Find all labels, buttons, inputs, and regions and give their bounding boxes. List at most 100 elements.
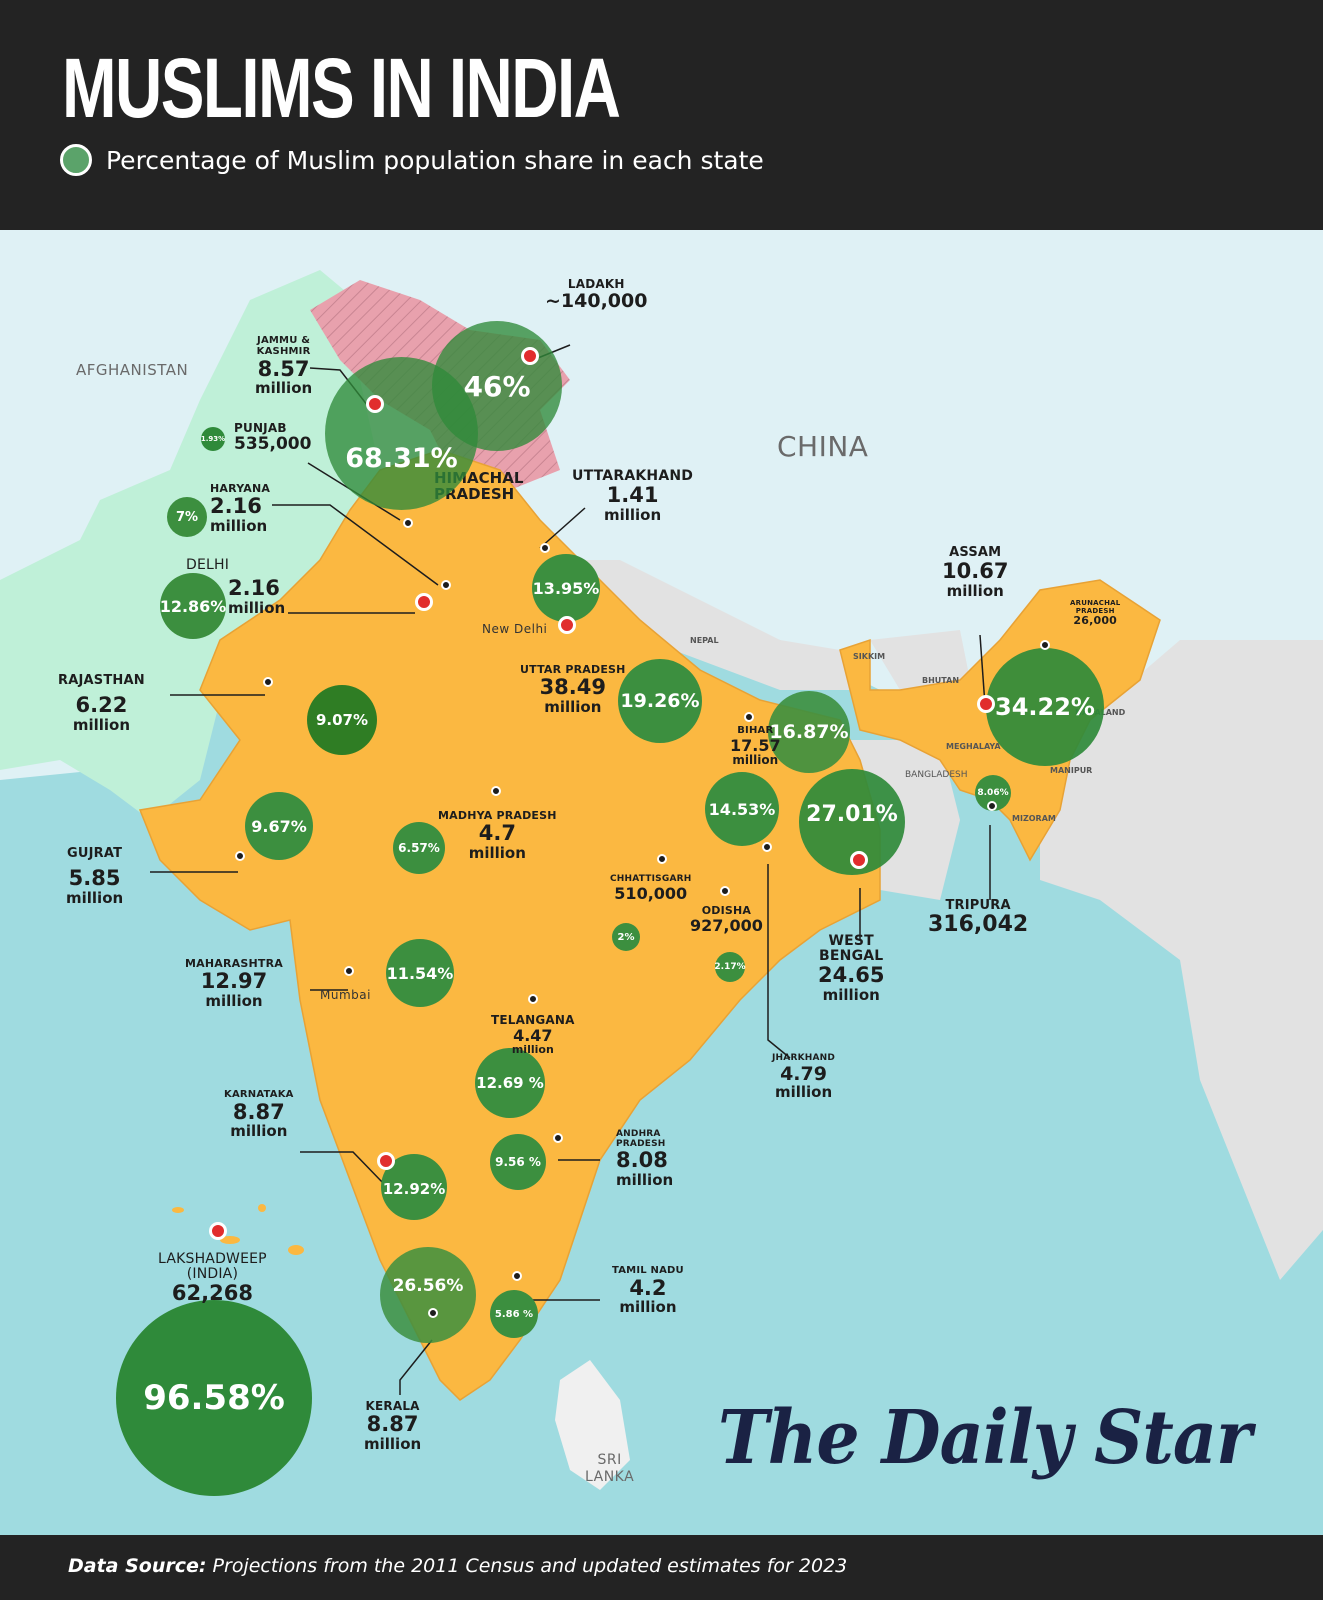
map: AFGHANISTAN CHINA NEPAL BHUTAN BANGLADES… (0, 230, 1323, 1535)
bubble-kerala: 26.56% (380, 1247, 476, 1343)
bubble-haryana: 7% (167, 497, 207, 537)
marker-ladakh (521, 347, 539, 365)
label-uttar-pradesh: UTTAR PRADESH 38.49 million (520, 663, 626, 716)
bubble-gujrat: 9.67% (245, 792, 313, 860)
label-haryana: HARYANA 2.16 million (210, 482, 271, 535)
dot-tamil-nadu (512, 1271, 522, 1281)
label-delhi-value: 2.16 million (228, 576, 286, 617)
bubble-rajasthan: 9.07% (307, 685, 377, 755)
myanmar-region (1040, 640, 1323, 1280)
label-karnataka: KARNATAKA 8.87 million (224, 1089, 294, 1141)
label-ladakh: LADAKH ~140,000 (545, 277, 648, 312)
legend-label: Percentage of Muslim population share in… (106, 145, 764, 175)
bubble-delhi: 12.86% (160, 573, 226, 639)
city-mumbai: Mumbai (320, 988, 371, 1002)
dot-uttarakhand (540, 543, 550, 553)
bubble-assam: 34.22% (986, 648, 1104, 766)
bubble-odisha: 2.17% (714, 952, 746, 982)
mizoram-label: MIZORAM (1012, 814, 1056, 823)
legend-circle-icon (60, 144, 92, 176)
dot-himachal (403, 518, 413, 528)
label-arunachal: ARUNACHAL PRADESH 26,000 (1070, 599, 1121, 628)
bubble-uttar-pradesh: 19.26% (618, 659, 702, 743)
map-canvas (0, 230, 1323, 1535)
lakshadweep-island (288, 1245, 304, 1255)
page-title: MUSLIMS IN INDIA (62, 41, 621, 135)
dot-kerala (428, 1308, 438, 1318)
dot-telangana (528, 994, 538, 1004)
dot-madhya-pradesh (491, 786, 501, 796)
bubble-madhya-pradesh: 6.57% (393, 822, 445, 874)
brand-logo: The Daily Star (718, 1395, 1252, 1481)
manipur-label: MANIPUR (1050, 766, 1093, 775)
legend: Percentage of Muslim population share in… (60, 144, 764, 176)
sri-lanka-label: SRI LANKA (585, 1452, 635, 1485)
marker-lakshadweep (209, 1222, 227, 1240)
marker-assam (977, 695, 995, 713)
sikkim-label: SIKKIM (853, 652, 886, 661)
bubble-chhattisgarh: 2% (612, 923, 640, 951)
bhutan-region (870, 630, 970, 690)
label-gujrat: GUJRAT 5.85 million (66, 846, 124, 907)
label-odisha: ODISHA 927,000 (690, 904, 763, 935)
label-chhattisgarh: CHHATTISGARH 510,000 (610, 874, 692, 903)
dot-jharkhand (762, 842, 772, 852)
label-delhi: DELHI (186, 557, 230, 573)
bubble-bihar: 16.87% (768, 691, 850, 773)
marker-delhi (415, 593, 433, 611)
dot-gujrat (235, 851, 245, 861)
nepal-region (560, 560, 850, 690)
dot-chhattisgarh (657, 854, 667, 864)
label-assam: ASSAM 10.67 million (942, 545, 1009, 600)
dot-maharashtra (344, 966, 354, 976)
label-lakshadweep: LAKSHADWEEP (INDIA) 62,268 (158, 1251, 267, 1306)
data-source-text: Projections from the 2011 Census and upd… (212, 1555, 848, 1577)
sri-lanka-region (555, 1360, 630, 1490)
data-source: Data Source: Projections from the 2011 C… (68, 1555, 847, 1577)
bubble-lakshadweep: 96.58% (116, 1300, 312, 1496)
data-source-label: Data Source: (68, 1555, 207, 1577)
marker-karnataka (377, 1152, 395, 1170)
bubble-jharkhand: 14.53% (705, 772, 779, 846)
bubble-jammu-kashmir: 68.31% (325, 357, 478, 510)
label-bihar: BIHAR 17.57 million (730, 725, 781, 768)
lakshadweep-island (172, 1207, 184, 1213)
label-west-bengal: WEST BENGAL 24.65 million (818, 933, 885, 1004)
lakshadweep-island (258, 1204, 266, 1212)
label-tripura: TRIPURA 316,042 (928, 898, 1029, 938)
bubble-uttarakhand: 13.95% (532, 554, 600, 622)
label-tamil-nadu: TAMIL NADU 4.2 million (612, 1265, 684, 1317)
label-punjab: PUNJAB 535,000 (234, 421, 312, 454)
dot-rajasthan (263, 677, 273, 687)
bubble-karnataka: 12.92% (381, 1154, 447, 1220)
label-jharkhand: JHARKHAND 4.79 million (772, 1053, 836, 1102)
dot-tripura (987, 801, 997, 811)
city-new-delhi: New Delhi (482, 622, 548, 636)
afghanistan-label: AFGHANISTAN (76, 361, 189, 379)
footer: Data Source: Projections from the 2011 C… (0, 1535, 1323, 1600)
dot-andhra-pradesh (553, 1133, 563, 1143)
nepal-label: NEPAL (690, 636, 719, 645)
meghalaya-label: MEGHALAYA (946, 742, 1001, 751)
label-jammu-kashmir: JAMMU & KASHMIR 8.57 million (255, 335, 313, 398)
lakshadweep-island (220, 1236, 240, 1244)
label-telangana: TELANGANA 4.47 million (491, 1013, 575, 1057)
label-andhra-pradesh: ANDHRA PRADESH 8.08 million (616, 1129, 674, 1190)
label-uttarakhand: UTTARAKHAND 1.41 million (572, 468, 694, 524)
pakistan-region (0, 270, 380, 820)
bubble-andhra-pradesh: 9.56 % (490, 1134, 546, 1190)
bubble-maharashtra: 11.54% (386, 939, 454, 1007)
china-label: CHINA (777, 430, 869, 463)
dot-bihar (744, 712, 754, 722)
marker-jammu-kashmir (366, 395, 384, 413)
marker-new-delhi (558, 616, 576, 634)
header: MUSLIMS IN INDIA Percentage of Muslim po… (0, 0, 1323, 230)
bubble-telangana: 12.69 % (475, 1048, 545, 1118)
label-maharashtra: MAHARASHTRA 12.97 million (185, 957, 283, 1010)
dot-haryana (441, 580, 451, 590)
label-madhya-pradesh: MADHYA PRADESH 4.7 million (438, 809, 557, 862)
bubble-tamil-nadu: 5.86 % (490, 1290, 538, 1338)
dot-arunachal (1040, 640, 1050, 650)
bangladesh-label: BANGLADESH (905, 770, 968, 780)
label-rajasthan: RAJASTHAN 6.22 million (58, 673, 145, 734)
